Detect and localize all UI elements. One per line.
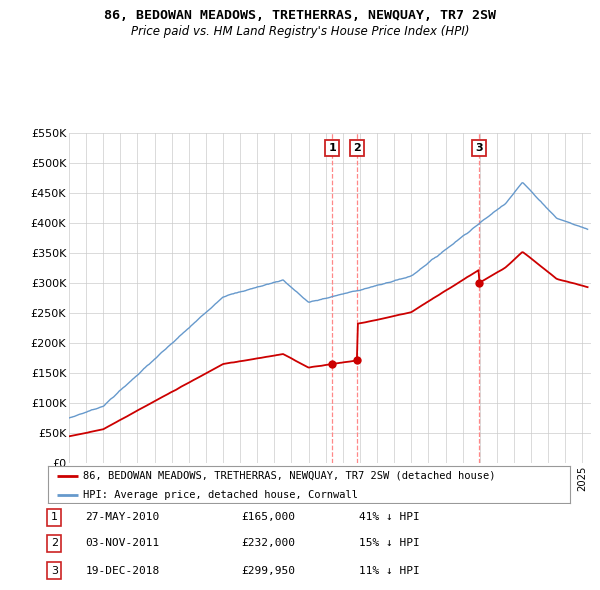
Text: 19-DEC-2018: 19-DEC-2018 (86, 566, 160, 576)
Text: 2: 2 (353, 143, 361, 153)
Text: 41% ↓ HPI: 41% ↓ HPI (359, 512, 419, 522)
Text: 2: 2 (51, 539, 58, 549)
Text: 1: 1 (51, 512, 58, 522)
Text: 86, BEDOWAN MEADOWS, TRETHERRAS, NEWQUAY, TR7 2SW (detached house): 86, BEDOWAN MEADOWS, TRETHERRAS, NEWQUAY… (83, 471, 496, 481)
Text: 3: 3 (475, 143, 483, 153)
Text: 15% ↓ HPI: 15% ↓ HPI (359, 539, 419, 549)
Text: 86, BEDOWAN MEADOWS, TRETHERRAS, NEWQUAY, TR7 2SW: 86, BEDOWAN MEADOWS, TRETHERRAS, NEWQUAY… (104, 9, 496, 22)
Text: HPI: Average price, detached house, Cornwall: HPI: Average price, detached house, Corn… (83, 490, 358, 500)
Text: 3: 3 (51, 566, 58, 576)
Text: £232,000: £232,000 (241, 539, 295, 549)
Text: £299,950: £299,950 (241, 566, 295, 576)
Text: 11% ↓ HPI: 11% ↓ HPI (359, 566, 419, 576)
Text: 03-NOV-2011: 03-NOV-2011 (86, 539, 160, 549)
Text: £165,000: £165,000 (241, 512, 295, 522)
Text: 1: 1 (328, 143, 336, 153)
Text: 27-MAY-2010: 27-MAY-2010 (86, 512, 160, 522)
Text: Price paid vs. HM Land Registry's House Price Index (HPI): Price paid vs. HM Land Registry's House … (131, 25, 469, 38)
